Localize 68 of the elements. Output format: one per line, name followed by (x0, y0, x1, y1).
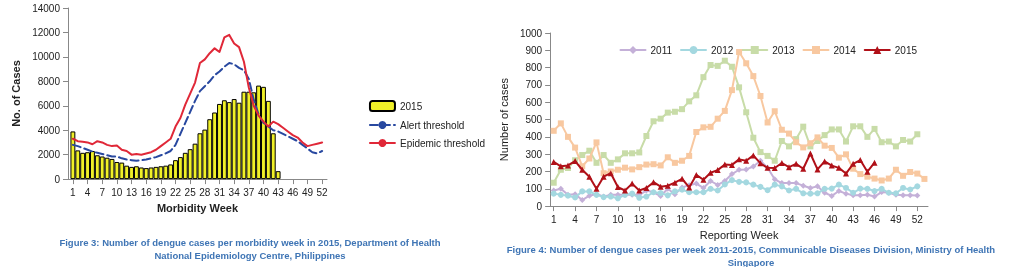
y-tick-label: 6000 (37, 100, 61, 112)
x-tick-label: 40 (257, 186, 270, 198)
x-tick-label: 10 (111, 186, 123, 198)
y-tick-label: 0 (54, 173, 61, 185)
y-tick-label: 14000 (32, 2, 61, 14)
x-tick-label: 34 (228, 186, 241, 198)
x-axis-title: Morbidity Week (156, 201, 239, 214)
legend-label: 2013 (772, 44, 795, 56)
legend-label: 2011 (650, 44, 673, 56)
legend-label: 2015 (399, 100, 423, 112)
x-tick-label: 10 (612, 213, 624, 225)
x-tick-label: 49 (301, 186, 314, 198)
x-tick-label: 31 (762, 213, 774, 225)
y-axis-title: Number of cases (497, 77, 510, 162)
legend-label: 2012 (711, 44, 734, 56)
x-tick-label: 19 (155, 186, 167, 198)
y-tick-label: 800 (525, 62, 543, 74)
legend-label: Epidemic threshold (399, 137, 485, 149)
x-tick-label: 16 (140, 186, 153, 198)
x-tick-label: 52 (911, 213, 924, 225)
caption: Figure 3: Number of dengue cases per morbidity week in 2015, Department of Health National Epidemiology Centre, Philippines (58, 236, 442, 262)
x-tick-label: 22 (169, 186, 182, 198)
x-tick-label: 1 (550, 213, 557, 225)
x-tick-label: 4 (572, 213, 579, 225)
y-tick-label: 4000 (37, 124, 61, 136)
y-tick-label: 700 (525, 79, 543, 91)
y-tick-label: 400 (525, 131, 543, 143)
x-tick-label: 43 (847, 213, 860, 225)
x-tick-label: 40 (826, 213, 838, 225)
x-tick-label: 37 (243, 186, 255, 198)
y-tick-label: 12000 (32, 26, 61, 38)
x-tick-label: 25 (184, 186, 197, 198)
y-tick-label: 8000 (37, 75, 61, 87)
y-tick-label: 600 (525, 96, 543, 108)
x-tick-label: 16 (655, 213, 667, 225)
y-tick-label: 2000 (37, 149, 61, 161)
legend-label: Alert threshold (399, 119, 465, 131)
x-tick-label: 31 (213, 186, 226, 198)
x-tick-label: 1 (70, 186, 77, 198)
x-tick-label: 34 (783, 213, 795, 225)
x-tick-label: 22 (697, 213, 710, 225)
y-tick-label: 1000 (519, 27, 543, 39)
x-tick-label: 7 (593, 213, 600, 225)
y-tick-label: 500 (525, 114, 543, 126)
x-tick-label: 46 (868, 213, 881, 225)
y-tick-label: 300 (525, 148, 543, 160)
y-tick-label: 900 (525, 44, 543, 56)
x-tick-label: 7 (99, 186, 106, 198)
x-axis-title: Reporting Week (699, 228, 779, 241)
x-tick-label: 19 (676, 213, 689, 225)
x-tick-label: 28 (199, 186, 211, 198)
x-tick-label: 25 (719, 213, 731, 225)
x-tick-label: 13 (633, 213, 646, 225)
x-tick-label: 37 (804, 213, 817, 225)
y-tick-label: 200 (525, 165, 543, 177)
y-tick-label: 100 (525, 183, 543, 195)
x-tick-label: 4 (84, 186, 91, 198)
legend-label: 2015 (894, 44, 918, 56)
x-tick-label: 28 (740, 213, 753, 225)
x-tick-label: 43 (272, 186, 285, 198)
x-tick-label: 46 (287, 186, 299, 198)
y-axis-title: No. of Cases (9, 60, 22, 127)
y-tick-label: 10000 (32, 51, 61, 63)
legend-label: 2014 (833, 44, 857, 56)
y-tick-label: 0 (536, 200, 543, 212)
x-tick-label: 13 (125, 186, 138, 198)
x-tick-label: 49 (890, 213, 902, 225)
x-tick-label: 52 (316, 186, 329, 198)
